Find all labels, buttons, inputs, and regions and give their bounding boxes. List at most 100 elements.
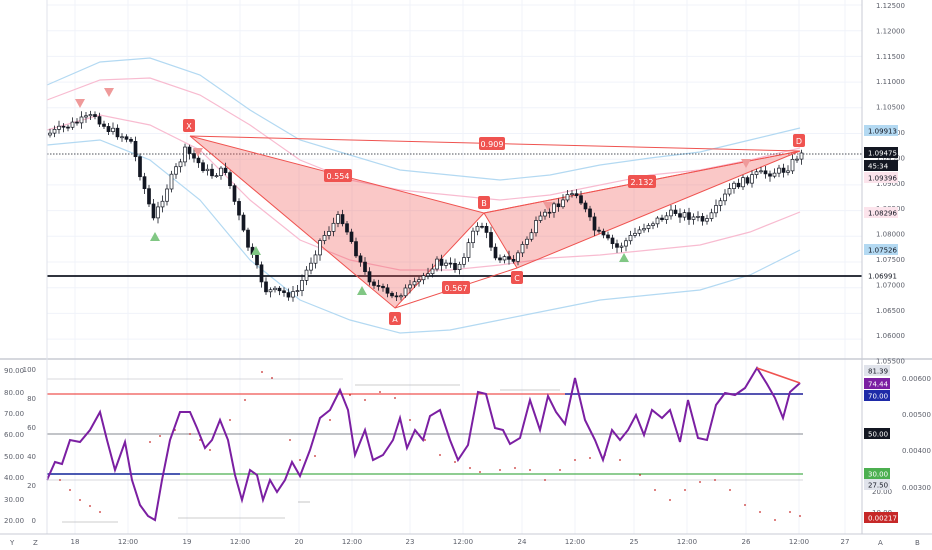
candle-body [115, 127, 120, 138]
rsi-left-tick: 40 [27, 453, 36, 461]
rsi-dot [379, 391, 381, 393]
candle-body [588, 208, 592, 218]
candle-body [129, 138, 133, 142]
price-tick: 1.08000 [876, 231, 905, 239]
rsi-dot [209, 449, 211, 451]
rsi-dot [349, 394, 351, 396]
candle-body [187, 146, 192, 154]
corner-z-label[interactable]: Z [33, 539, 38, 547]
candle-body [565, 194, 570, 201]
candle-body [480, 225, 484, 228]
point-b-label: B [481, 199, 487, 208]
rsi-tag-0-00217-bg [864, 512, 898, 523]
candle-body [763, 170, 768, 175]
ratio-xd-label-box [479, 137, 505, 150]
corner-b-label[interactable]: B [915, 539, 920, 547]
rsi-dot [364, 399, 366, 401]
candle-body [799, 152, 804, 160]
rsi-dot [479, 471, 481, 473]
ratio-xab-label: 0.554 [327, 172, 350, 181]
candle-body [223, 167, 228, 173]
candle-body [498, 257, 502, 261]
time-axis[interactable]: 18 12:00 19 12:00 20 12:00 23 12:00 24 12:00 25 12:… [71, 538, 850, 546]
rsi-outer-tick: 90.00 [4, 367, 24, 375]
candle-body [102, 123, 106, 127]
candle-body [430, 268, 435, 275]
candle-body [723, 193, 727, 202]
candle-body [84, 115, 88, 118]
tag-1-09913: 1.09913 [868, 128, 897, 136]
candle-body [624, 240, 628, 247]
candle-body [327, 231, 331, 236]
candle-body [52, 129, 57, 134]
rsi-dot [789, 511, 791, 513]
candle-body [705, 218, 709, 222]
candle-body [700, 216, 705, 222]
candle-body [232, 185, 237, 202]
candle-body [736, 182, 741, 188]
rsi-divergence-line[interactable] [756, 367, 801, 384]
rsi-dot [244, 399, 246, 401]
candle-body [561, 199, 565, 208]
rsi-axis[interactable]: 100 80 60 40 20 0 90.00 80.00 70.00 60.00 50.00 40.… [4, 365, 931, 525]
rsi-dot [799, 515, 801, 517]
rsi-dot [559, 469, 561, 471]
candle-body [264, 281, 268, 293]
candle-body [601, 230, 606, 236]
corner-a-label[interactable]: A [878, 539, 883, 547]
time-tick: 12:00 [230, 538, 250, 546]
ratio-bcd-label-box [628, 175, 656, 188]
candle-body [417, 279, 421, 283]
rsi-outer-tick: 60.00 [4, 431, 24, 439]
candle-body [273, 287, 277, 291]
price-axis[interactable]: 1.125001.120001.115001.110001.105001.100… [864, 2, 905, 366]
candle-body [403, 287, 408, 297]
rsi-dot [89, 505, 91, 507]
candle-body [462, 257, 466, 265]
rsi-tag-74-44-bg [864, 378, 890, 389]
tag-1-08296-bg [864, 207, 898, 218]
candle-body [507, 256, 511, 260]
candle-body [660, 217, 664, 220]
candle-body [435, 258, 439, 270]
tag-countdown: 45:34 [868, 163, 889, 171]
candle-body [741, 177, 745, 188]
tag-1-08296: 1.08296 [868, 210, 897, 218]
time-tick: 23 [406, 538, 415, 546]
candle-body [768, 173, 772, 177]
candle-body [655, 217, 660, 225]
rsi-tag-81-39-bg [864, 365, 890, 376]
candle-body [88, 114, 93, 117]
rsi-tag-30-00-bg [864, 468, 890, 479]
candle-body [201, 162, 205, 172]
candle-body [367, 271, 372, 283]
candle-body [642, 228, 646, 231]
rsi-dot [79, 499, 81, 501]
candle-body [592, 216, 597, 231]
candle-body [750, 174, 754, 184]
candlestick-series [48, 110, 804, 302]
candle-body [453, 263, 457, 270]
candle-body [718, 200, 723, 206]
rsi-dot [759, 511, 761, 513]
rsi-outer-tick: 50.00 [4, 453, 24, 461]
rsi-pane[interactable] [46, 366, 803, 523]
candle-body [192, 153, 196, 159]
rsi-tag-50-00-bg [864, 428, 890, 439]
time-tick: 26 [742, 538, 751, 546]
rsi-dot [394, 397, 396, 399]
corner-y-label[interactable]: Y [9, 539, 15, 547]
tag-1-09396-bg [864, 172, 898, 183]
point-d-label: D [796, 137, 802, 146]
candle-body [66, 126, 70, 129]
rsi-left-tick: 100 [23, 366, 36, 374]
rsi-tag-74-44: 74.44 [868, 381, 889, 389]
rsi-dot [299, 459, 301, 461]
candle-body [255, 254, 259, 266]
candle-body [331, 222, 336, 232]
candle-body [543, 211, 547, 217]
price-pane[interactable]: X A B C D 0.909 0.554 0.567 2.132 [46, 57, 862, 334]
candle-body [579, 195, 583, 204]
candle-body [75, 121, 79, 124]
